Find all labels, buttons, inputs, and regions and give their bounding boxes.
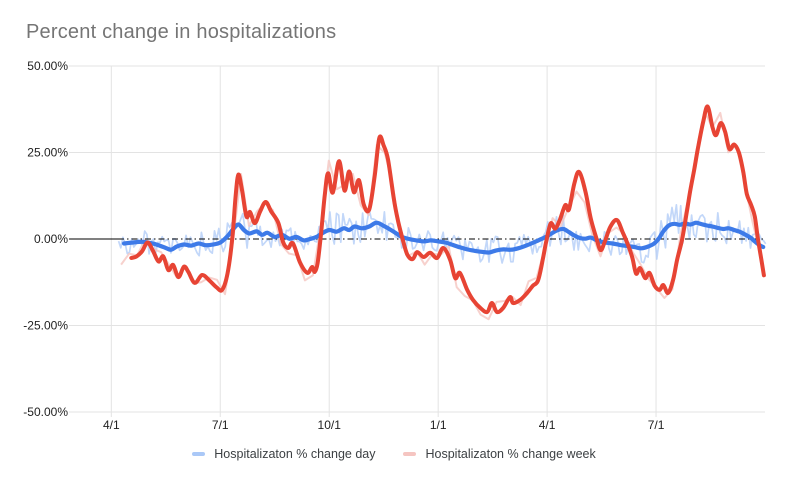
legend-label-day: Hospitalizaton % change day [214,447,376,461]
legend-item-week[interactable]: Hospitalizaton % change week [403,447,596,461]
y-tick-label: 25.00% [27,146,68,160]
x-tick-label: 7/1 [648,418,665,432]
x-tick-label: 7/1 [212,418,229,432]
x-tick-label: 4/1 [103,418,120,432]
chart-legend: Hospitalizaton % change day Hospitalizat… [0,447,788,461]
series-trend-line-week [129,104,766,315]
y-tick-label: -50.00% [23,405,68,419]
legend-swatch-week-icon [403,452,417,456]
y-tick-label: -25.00% [23,319,68,333]
series-trend-line-day [121,220,766,255]
legend-swatch-day-icon [192,452,206,456]
y-tick-label: 50.00% [27,59,68,73]
x-tick-label: 1/1 [430,418,447,432]
x-tick-label: 4/1 [539,418,556,432]
legend-label-week: Hospitalizaton % change week [425,447,596,461]
x-tick-label: 10/1 [318,418,342,432]
y-tick-label: 0.00% [34,232,68,246]
chart-title: Percent change in hospitalizations [26,21,337,43]
legend-item-day[interactable]: Hospitalizaton % change day [192,447,375,461]
